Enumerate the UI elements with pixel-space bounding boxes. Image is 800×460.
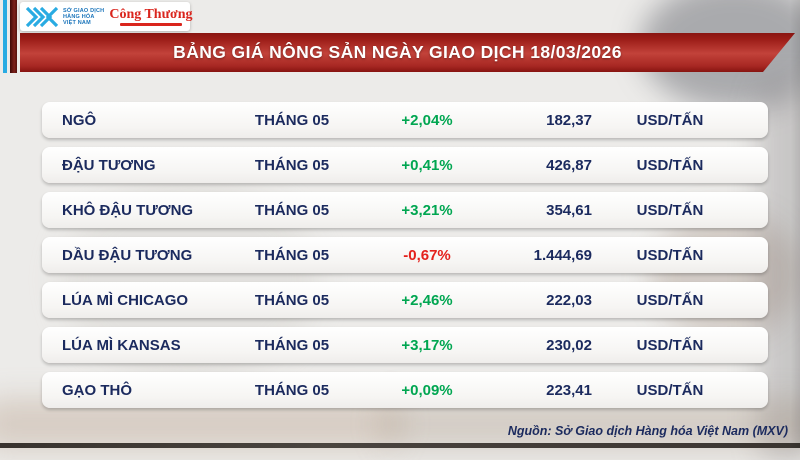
cong-thuong-tagline-bar — [119, 22, 182, 26]
contract-month: THÁNG 05 — [254, 336, 330, 354]
source-note: Nguồn: Sở Giao dịch Hàng hóa Việt Nam (M… — [507, 424, 788, 438]
cong-thuong-wordmark: Công Thương — [109, 6, 193, 22]
table-row: DẦU ĐẬU TƯƠNG THÁNG 05 -0,67% 1.444,69 U… — [42, 237, 768, 273]
change-value: -0,67% — [403, 246, 451, 264]
change-value: +2,04% — [401, 111, 453, 129]
price-unit: USD/TẤN — [636, 381, 704, 399]
bottom-edge-strip — [0, 443, 800, 448]
contract-month: THÁNG 05 — [254, 381, 330, 399]
commodity-name: DẦU ĐẬU TƯƠNG — [62, 246, 193, 264]
commodity-name: KHÔ ĐẬU TƯƠNG — [62, 201, 194, 219]
contract-month: THÁNG 05 — [254, 201, 330, 219]
mxv-logo-line: HÀNG HÓA — [63, 13, 95, 20]
table-row: KHÔ ĐẬU TƯƠNG THÁNG 05 +3,21% 354,61 USD… — [42, 192, 768, 228]
commodity-name: ĐẬU TƯƠNG — [62, 156, 156, 174]
accent-stripe-cyan — [3, 0, 7, 73]
commodity-name: LÚA MÌ CHICAGO — [62, 291, 189, 309]
price-unit: USD/TẤN — [636, 156, 704, 174]
change-value: +0,41% — [401, 156, 453, 174]
price-unit: USD/TẤN — [636, 111, 704, 129]
cong-thuong-logo: Công Thương — [109, 6, 193, 26]
price-value: 182,37 — [546, 111, 592, 129]
price-unit: USD/TẤN — [636, 246, 704, 264]
title-banner: BẢNG GIÁ NÔNG SẢN NGÀY GIAO DỊCH 18/03/2… — [20, 33, 795, 72]
price-value: 230,02 — [546, 336, 592, 354]
page-title: BẢNG GIÁ NÔNG SẢN NGÀY GIAO DỊCH 18/03/2… — [173, 42, 622, 62]
right-edge-shadow — [790, 0, 800, 448]
table-row: LÚA MÌ CHICAGO THÁNG 05 +2,46% 222,03 US… — [42, 282, 768, 318]
contract-month: THÁNG 05 — [254, 111, 330, 129]
mxv-logo-line: SỞ GIAO DỊCH — [63, 7, 105, 14]
change-value: +3,21% — [401, 201, 453, 219]
price-value: 354,61 — [546, 201, 592, 219]
mxv-logo-icon — [25, 6, 59, 27]
contract-month: THÁNG 05 — [254, 156, 330, 174]
commodity-name: GẠO THÔ — [62, 381, 132, 399]
price-value: 426,87 — [546, 156, 592, 174]
logo-card: SỞ GIAO DỊCH HÀNG HÓA VIỆT NAM Công Thươ… — [20, 2, 193, 31]
contract-month: THÁNG 05 — [254, 291, 330, 309]
price-unit: USD/TẤN — [636, 336, 704, 354]
table-row: NGÔ THÁNG 05 +2,04% 182,37 USD/TẤN — [42, 102, 768, 138]
commodity-name: NGÔ — [62, 111, 97, 129]
table-row: GẠO THÔ THÁNG 05 +0,09% 223,41 USD/TẤN — [42, 372, 768, 408]
price-value: 222,03 — [546, 291, 592, 309]
accent-stripe-maroon — [10, 0, 17, 73]
contract-month: THÁNG 05 — [254, 246, 330, 264]
change-value: +3,17% — [401, 336, 453, 354]
price-value: 223,41 — [546, 381, 592, 399]
change-value: +2,46% — [401, 291, 453, 309]
price-unit: USD/TẤN — [636, 291, 704, 309]
table-row: ĐẬU TƯƠNG THÁNG 05 +0,41% 426,87 USD/TẤN — [42, 147, 768, 183]
price-table: NGÔ THÁNG 05 +2,04% 182,37 USD/TẤN ĐẬU T… — [42, 102, 768, 417]
commodity-name: LÚA MÌ KANSAS — [62, 336, 181, 354]
table-row: LÚA MÌ KANSAS THÁNG 05 +3,17% 230,02 USD… — [42, 327, 768, 363]
mxv-logo-line: VIỆT NAM — [63, 19, 91, 26]
mxv-logo-text: SỞ GIAO DỊCH HÀNG HÓA VIỆT NAM — [63, 8, 104, 26]
price-unit: USD/TẤN — [636, 201, 704, 219]
change-value: +0,09% — [401, 381, 453, 399]
price-value: 1.444,69 — [533, 246, 592, 264]
